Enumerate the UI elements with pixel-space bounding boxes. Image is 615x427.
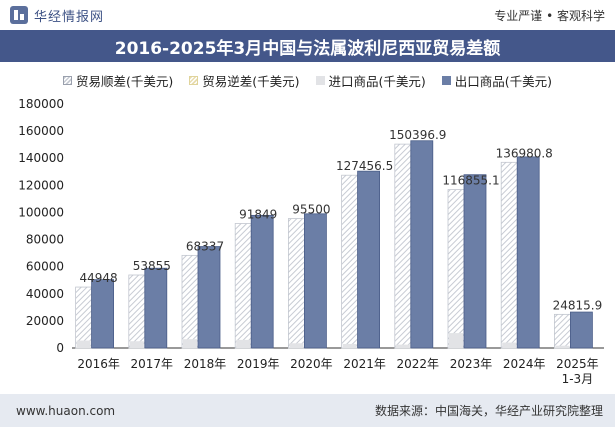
bar-surplus bbox=[500, 161, 518, 349]
x-tick-label: 2017年 bbox=[131, 357, 174, 371]
y-tick-label: 120000 bbox=[18, 178, 64, 192]
bar-import bbox=[236, 339, 251, 348]
y-tick-label: 40000 bbox=[26, 287, 64, 301]
bar-import bbox=[129, 341, 144, 348]
x-tick-label: 2022年 bbox=[397, 357, 440, 371]
x-tick-label: 1-3月 bbox=[562, 372, 594, 386]
data-label-surplus: 53855 bbox=[133, 259, 171, 273]
footer-source: 数据来源：中国海关，华经产业研究院整理 bbox=[374, 404, 603, 418]
y-tick-label: 180000 bbox=[18, 97, 64, 111]
y-tick-label: 160000 bbox=[18, 124, 64, 138]
bar-surplus bbox=[128, 274, 146, 349]
brand[interactable]: 华经情报网 bbox=[10, 6, 104, 25]
bar-import bbox=[76, 340, 91, 348]
bar-export bbox=[570, 311, 593, 349]
legend-item-deficit: 贸易逆差(千美元) bbox=[189, 70, 300, 90]
x-tick-label: 2025年 bbox=[556, 357, 599, 371]
data-label-surplus: 127456.5 bbox=[336, 159, 393, 173]
data-label-surplus: 24815.9 bbox=[553, 298, 603, 312]
bar-export bbox=[410, 140, 434, 349]
chart-legend: 贸易顺差(千美元) 贸易逆差(千美元) 进口商品(千美元) 出口商品(千美元) bbox=[0, 70, 615, 90]
data-label-surplus: 136980.8 bbox=[496, 146, 553, 160]
bar-import bbox=[289, 343, 304, 348]
data-label-surplus: 95500 bbox=[292, 203, 330, 217]
legend-label-import: 进口商品(千美元) bbox=[328, 73, 426, 89]
bar-import bbox=[342, 343, 357, 348]
bar-surplus bbox=[554, 313, 571, 349]
legend-item-surplus: 贸易顺差(千美元) bbox=[62, 70, 174, 90]
data-label-surplus: 116855.1 bbox=[442, 174, 499, 188]
legend-swatch-import bbox=[315, 75, 325, 85]
bar-surplus bbox=[234, 223, 252, 349]
data-label-surplus: 68337 bbox=[186, 239, 224, 253]
chart-bars bbox=[75, 140, 593, 349]
legend-swatch-deficit bbox=[189, 75, 199, 85]
bar-surplus bbox=[341, 174, 359, 349]
bar-export bbox=[144, 267, 168, 349]
x-tick-label: 2016年 bbox=[77, 357, 120, 371]
chart-title-bar: 2016-2025年3月中国与法属波利尼西亚贸易差额 bbox=[0, 30, 615, 62]
legend-swatch-surplus bbox=[62, 75, 72, 85]
data-label-surplus: 91849 bbox=[239, 207, 277, 221]
bar-surplus bbox=[75, 286, 92, 349]
bar-export bbox=[516, 156, 540, 349]
bar-surplus bbox=[181, 254, 199, 349]
bar-export bbox=[91, 279, 114, 349]
legend-label-deficit: 贸易逆差(千美元) bbox=[202, 73, 300, 89]
data-label-surplus: 150396.9 bbox=[389, 128, 446, 142]
slogan: 专业严谨 • 客观科学 bbox=[494, 8, 605, 23]
y-tick-label: 140000 bbox=[18, 151, 64, 165]
x-tick-label: 2020年 bbox=[290, 357, 333, 371]
brand-name: 华经情报网 bbox=[34, 9, 105, 25]
bar-import bbox=[502, 342, 517, 348]
bar-import bbox=[449, 333, 463, 348]
bar-surplus bbox=[447, 189, 465, 349]
x-tick-label: 2019年 bbox=[237, 357, 280, 371]
y-tick-label: 20000 bbox=[26, 314, 64, 328]
legend-swatch-export bbox=[441, 75, 451, 85]
x-tick-label: 2024年 bbox=[503, 357, 546, 371]
chart-title: 2016-2025年3月中国与法属波利尼西亚贸易差额 bbox=[114, 38, 501, 59]
y-tick-label: 60000 bbox=[26, 260, 64, 274]
legend-label-surplus: 贸易顺差(千美元) bbox=[75, 73, 174, 89]
bar-surplus bbox=[394, 143, 412, 349]
footer-website[interactable]: www.huaon.com bbox=[16, 403, 116, 418]
x-tick-label: 2018年 bbox=[184, 357, 227, 371]
bar-import bbox=[555, 345, 570, 348]
bar-export bbox=[197, 246, 221, 349]
bar-import bbox=[183, 339, 197, 348]
bar-export bbox=[250, 214, 274, 349]
x-tick-label: 2023年 bbox=[450, 357, 493, 371]
y-tick-label: 0 bbox=[56, 341, 64, 355]
footer: www.huaon.com 数据来源：中国海关，华经产业研究院整理 bbox=[0, 394, 615, 427]
bar-surplus bbox=[287, 218, 305, 349]
top-bar: 华经情报网 专业严谨 • 客观科学 bbox=[0, 0, 615, 30]
chart-plot: 0 20000 40000 60000 80000 100000 120000 140000 1… bbox=[18, 97, 604, 386]
data-label-surplus: 44948 bbox=[80, 271, 118, 285]
bar-export bbox=[303, 213, 327, 349]
chart-labels: 44948 2016年 53855 2017年 68337 2018年 91849 2019年… bbox=[77, 128, 602, 386]
y-tick-label: 80000 bbox=[26, 233, 64, 247]
brand-logo-icon bbox=[10, 6, 28, 24]
bar-import bbox=[395, 344, 410, 348]
legend-item-export: 出口商品(千美元) bbox=[441, 70, 553, 90]
bar-export bbox=[463, 174, 487, 349]
bar-export bbox=[357, 170, 381, 349]
legend-item-import: 进口商品(千美元) bbox=[315, 70, 426, 90]
y-tick-label: 100000 bbox=[18, 205, 64, 219]
x-tick-label: 2021年 bbox=[343, 357, 386, 371]
legend-label-export: 出口商品(千美元) bbox=[454, 73, 553, 89]
